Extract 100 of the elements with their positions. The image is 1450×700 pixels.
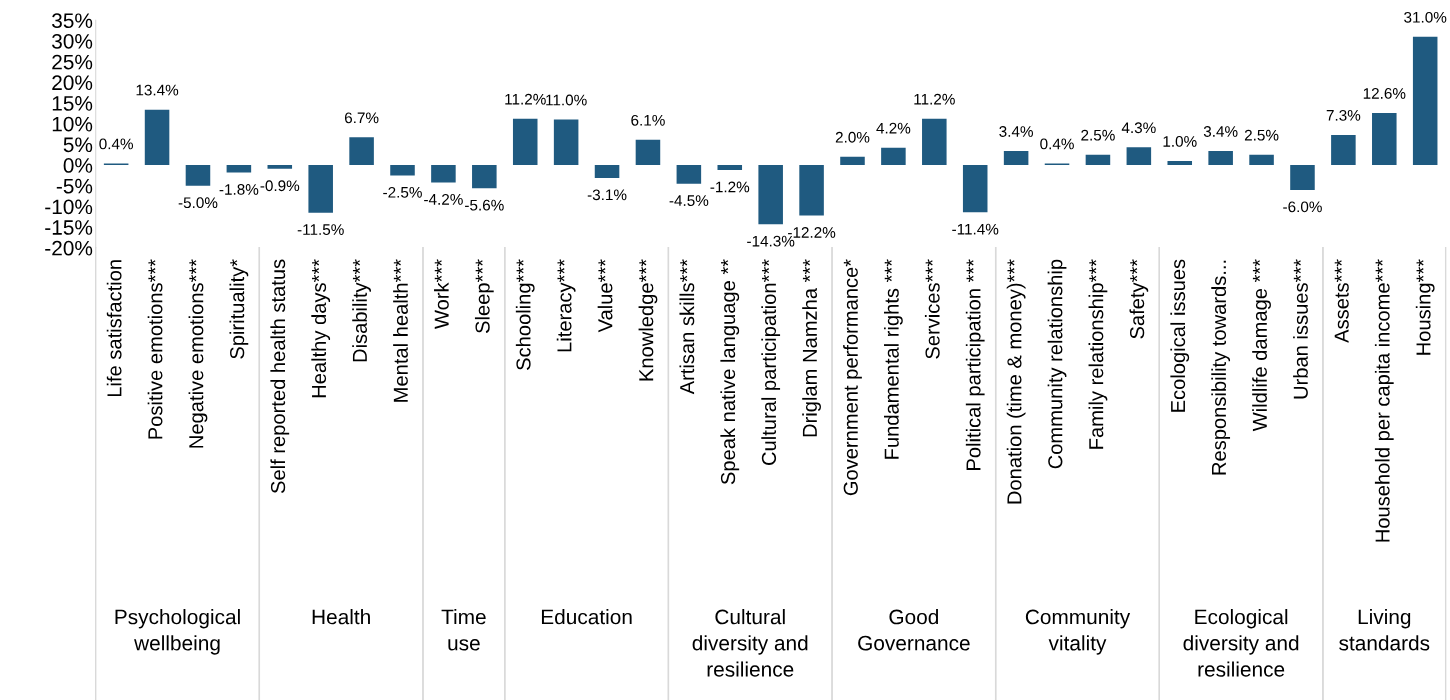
data-label: 2.5% bbox=[1244, 129, 1279, 141]
text: Good Governance bbox=[858, 609, 970, 651]
data-label: 2.0% bbox=[835, 131, 870, 143]
y-tick-label: 20% bbox=[52, 75, 93, 91]
data-label: 4.2% bbox=[876, 122, 911, 134]
x-tick-label: Life satisfaction bbox=[106, 260, 122, 397]
text: Cultural diversity and resilience bbox=[692, 609, 808, 677]
y-tick-label: 5% bbox=[63, 137, 93, 153]
data-label: -4.2% bbox=[424, 193, 463, 205]
bar bbox=[185, 165, 211, 186]
bar bbox=[1126, 147, 1152, 166]
bar bbox=[349, 137, 374, 166]
x-tick-label: Artisan skills*** bbox=[679, 259, 695, 395]
y-tick-label: -10% bbox=[45, 199, 93, 215]
x-tick-label: Responsibility towards... bbox=[1211, 260, 1231, 475]
bar bbox=[1290, 165, 1315, 190]
data-label: 2.5% bbox=[1081, 129, 1115, 141]
data-label: 11.2% bbox=[914, 93, 955, 105]
x-tick-label: Household per capita income*** bbox=[1374, 259, 1394, 542]
bar bbox=[1372, 112, 1397, 166]
x-tick-label: Family relationship*** bbox=[1088, 259, 1108, 449]
x-tick-label: Speak native language ** bbox=[720, 259, 740, 485]
data-label: 6.1% bbox=[631, 114, 665, 126]
text: Psychological wellbeing bbox=[115, 609, 240, 655]
x-tick-label: Negative emotions*** bbox=[188, 259, 208, 448]
bar bbox=[962, 165, 988, 213]
x-tick-label: Fundamental rights *** bbox=[884, 259, 903, 459]
y-tick-label: -20% bbox=[45, 240, 93, 256]
y-tick-label: -5% bbox=[56, 178, 93, 194]
x-tick-label: Healthy days*** bbox=[311, 259, 331, 398]
data-label: 1.0% bbox=[1163, 135, 1197, 147]
data-label: 3.4% bbox=[1203, 126, 1238, 137]
bar bbox=[1208, 151, 1233, 166]
y-tick-label: 30% bbox=[52, 33, 93, 49]
y-tick-label: -15% bbox=[45, 220, 93, 235]
text: Living standards bbox=[1339, 609, 1430, 651]
data-label: 3.4% bbox=[999, 126, 1033, 137]
x-tick-label: Knowledge*** bbox=[638, 259, 658, 381]
data-label: -6.0% bbox=[1283, 201, 1322, 213]
data-label: -3.1% bbox=[587, 189, 627, 201]
text: Time use bbox=[441, 609, 486, 651]
text: Education bbox=[541, 609, 632, 625]
x-tick-label: Housing*** bbox=[1415, 259, 1435, 355]
bar bbox=[1085, 154, 1111, 166]
x-tick-label: Positive emotions*** bbox=[147, 259, 163, 439]
bar bbox=[226, 165, 252, 173]
x-tick-label: Assets*** bbox=[1334, 259, 1349, 343]
x-tick-label: Wildlife damage *** bbox=[1252, 259, 1271, 432]
data-label: 6.7% bbox=[344, 112, 379, 124]
bar bbox=[308, 165, 333, 213]
bar bbox=[799, 165, 824, 216]
text: Community vitality bbox=[1025, 609, 1131, 655]
x-tick-label: Literacy*** bbox=[556, 259, 576, 352]
bar bbox=[840, 156, 865, 166]
data-label: 31.0% bbox=[1404, 11, 1447, 23]
x-tick-label: Self reported health status bbox=[270, 259, 290, 494]
data-label: 12.6% bbox=[1363, 88, 1406, 99]
data-label: -11.5% bbox=[297, 224, 344, 235]
bar bbox=[922, 118, 947, 166]
y-tick-label: 10% bbox=[52, 116, 93, 132]
bar bbox=[635, 139, 661, 166]
bar bbox=[431, 165, 456, 183]
x-tick-label: Cultural participation*** bbox=[761, 259, 781, 465]
bar bbox=[1249, 154, 1274, 166]
x-tick-label: Services*** bbox=[924, 259, 940, 359]
y-tick-label: 25% bbox=[52, 54, 93, 70]
bar bbox=[144, 109, 170, 166]
bar bbox=[676, 165, 702, 184]
bar bbox=[1003, 151, 1029, 166]
x-tick-label: Value*** bbox=[597, 259, 613, 333]
y-tick-label: 15% bbox=[52, 96, 93, 111]
bar bbox=[390, 165, 415, 176]
x-tick-label: Government performance* bbox=[843, 259, 862, 496]
x-tick-label: Driglam Namzha *** bbox=[802, 259, 821, 437]
bar bbox=[472, 165, 497, 189]
x-tick-label: Donation (time & money)*** bbox=[1006, 259, 1026, 504]
text: Ecological diversity and resilience bbox=[1183, 609, 1299, 677]
x-tick-label: Mental health*** bbox=[393, 259, 408, 402]
bar bbox=[881, 147, 906, 166]
x-tick-label: Schooling*** bbox=[515, 259, 535, 370]
data-label: -1.2% bbox=[710, 181, 750, 193]
bar bbox=[758, 165, 783, 225]
data-label: 11.2% bbox=[505, 93, 546, 105]
bar bbox=[1167, 160, 1193, 166]
text: Health bbox=[312, 609, 370, 625]
data-label: -0.9% bbox=[260, 180, 300, 192]
data-label: 0.4% bbox=[99, 138, 134, 150]
x-tick-label: Work*** bbox=[434, 259, 449, 329]
x-tick-label: Spirituality* bbox=[229, 259, 249, 359]
x-tick-label: Disability*** bbox=[352, 259, 371, 362]
data-label: 11.0% bbox=[546, 94, 587, 106]
bar bbox=[1412, 36, 1438, 166]
x-tick-label: Political participation *** bbox=[965, 259, 985, 470]
x-tick-label: Urban issues*** bbox=[1293, 259, 1308, 399]
bar bbox=[553, 119, 579, 166]
data-label: 4.3% bbox=[1121, 122, 1156, 134]
data-label: -1.8% bbox=[219, 184, 259, 195]
data-label: -5.6% bbox=[465, 199, 504, 211]
data-label: -11.4% bbox=[952, 223, 999, 235]
y-tick-label: 0% bbox=[63, 158, 93, 173]
